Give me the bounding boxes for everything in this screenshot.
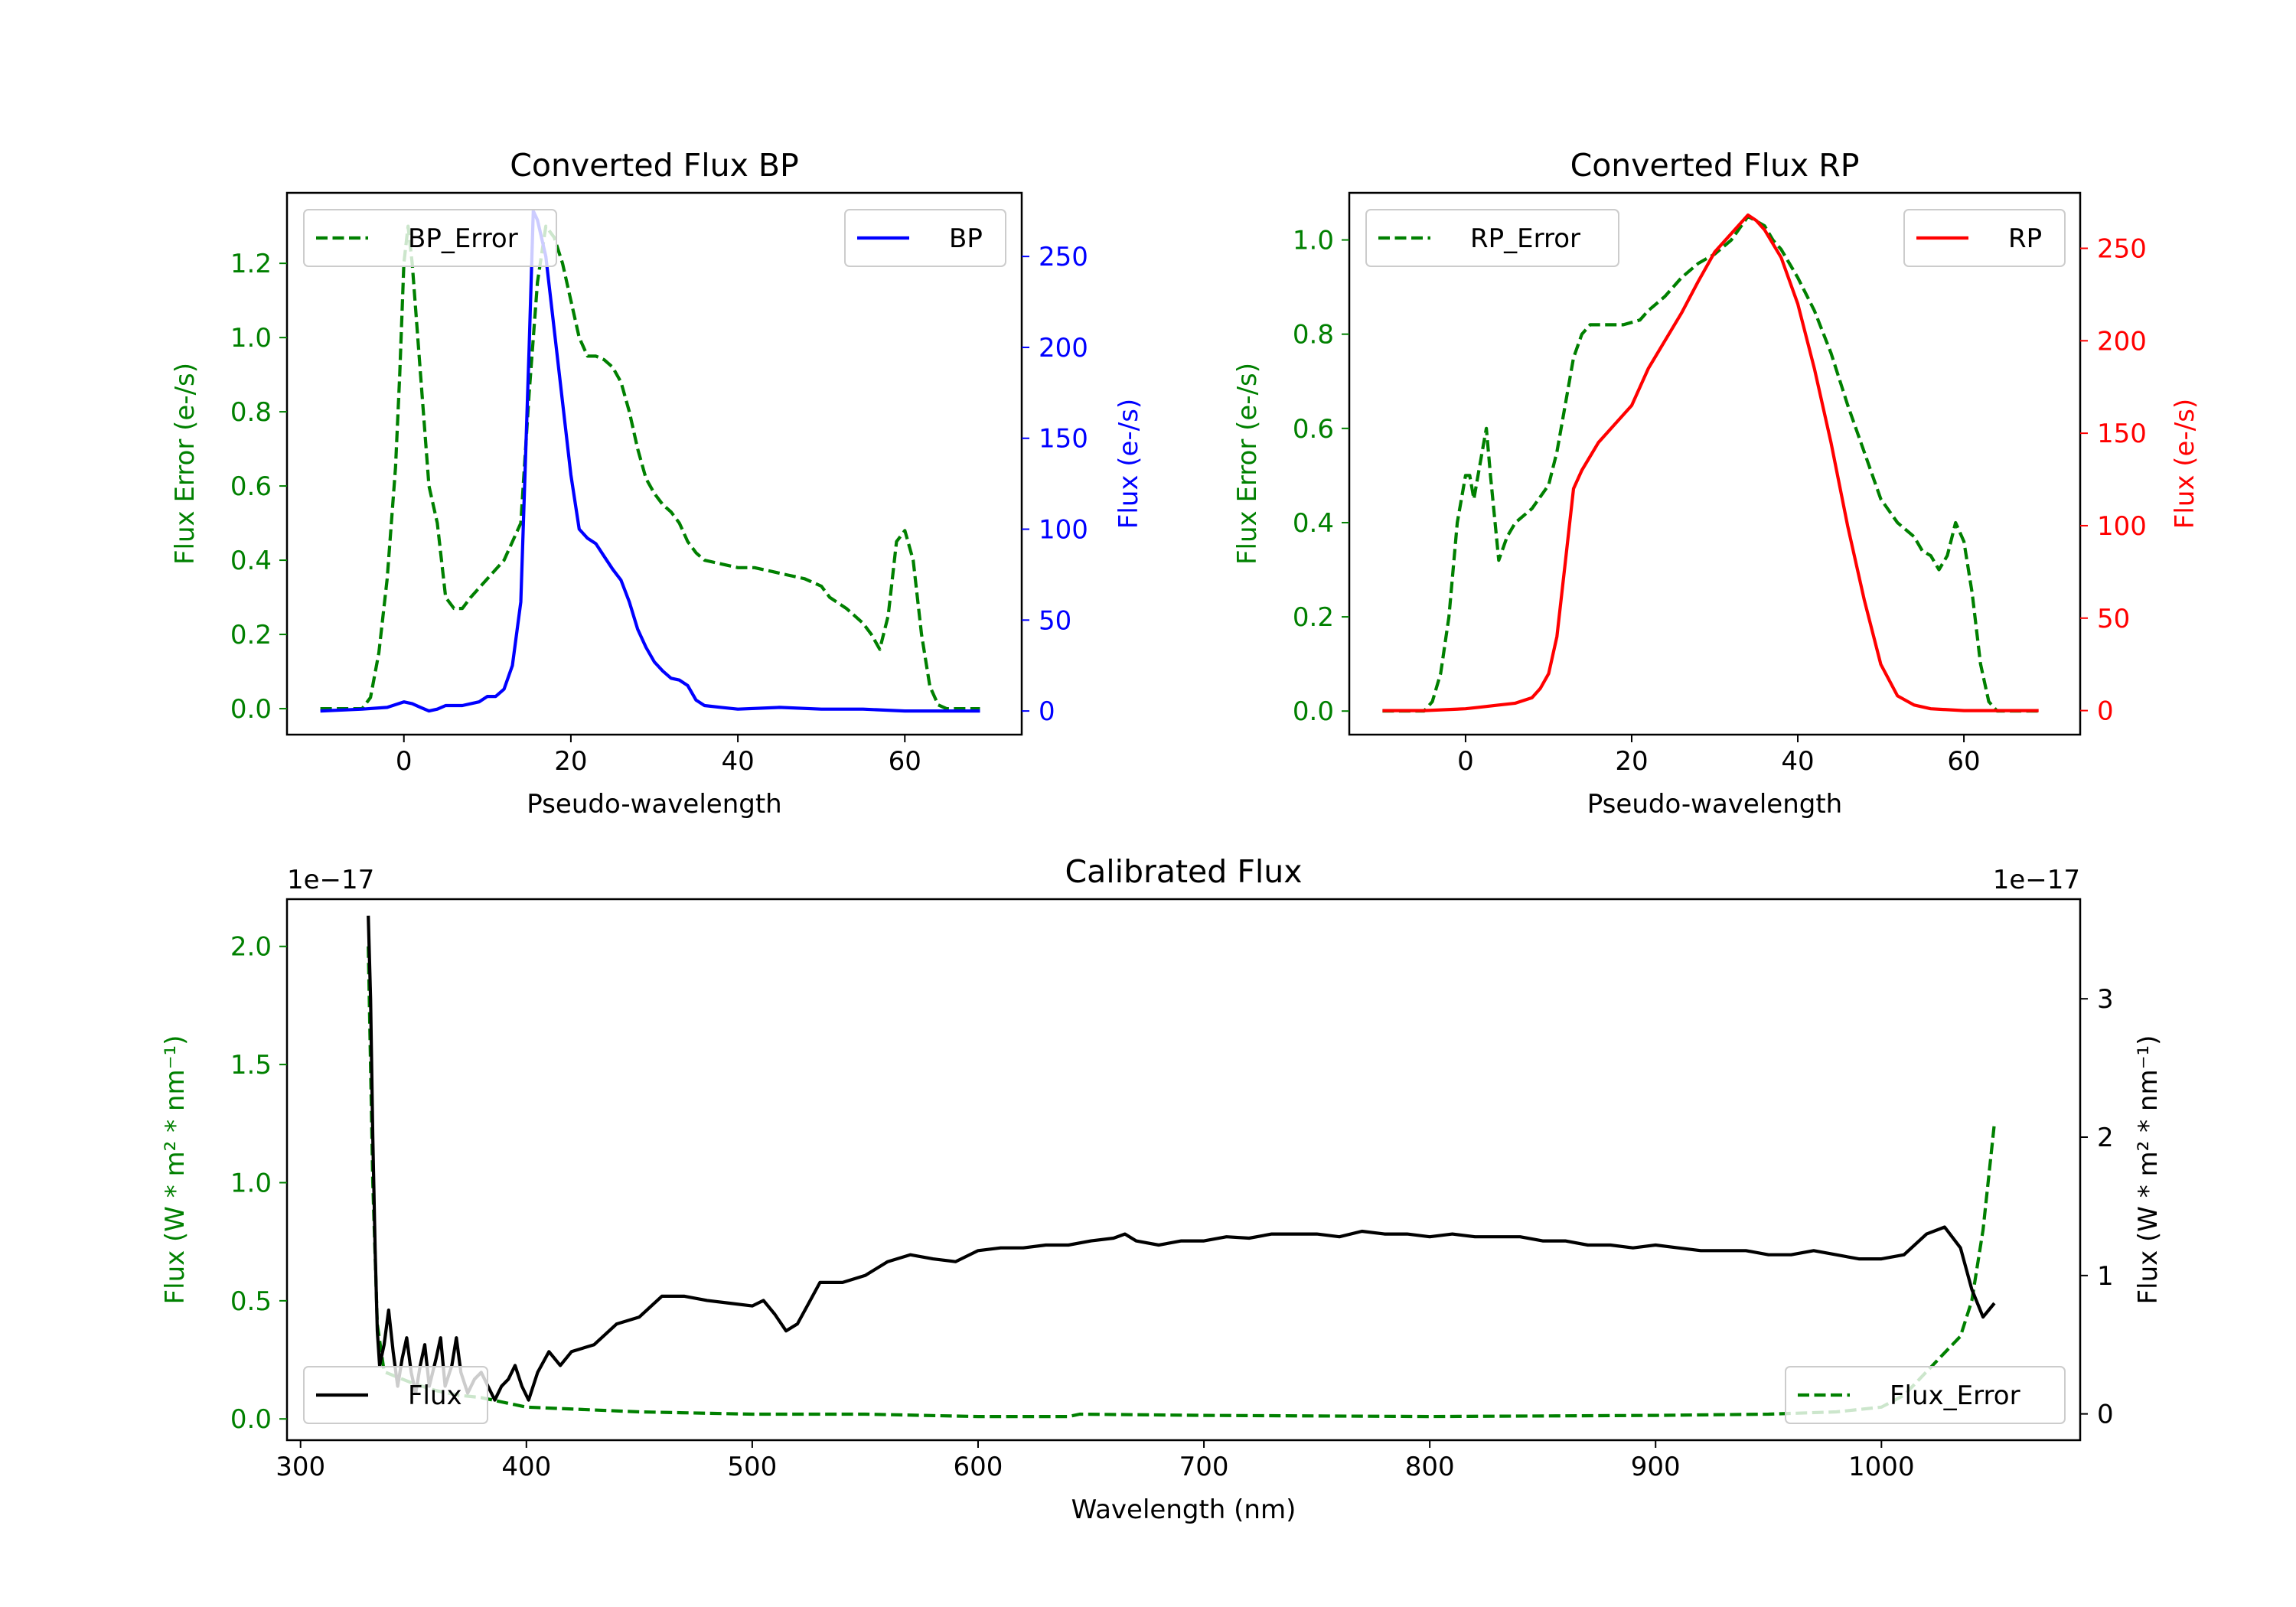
y-right-tick-label: 0 (2097, 696, 2114, 727)
y-right-tick-label: 100 (2097, 511, 2147, 542)
plot-frame (285, 898, 2082, 1442)
y-right-tick-label: 150 (2097, 419, 2147, 449)
plot-frame (1348, 191, 2082, 736)
x-tick-label: 60 (1947, 746, 1980, 777)
x-tick-label: 40 (721, 746, 754, 777)
y-left-tick-label: 0.2 (1293, 602, 1334, 633)
x-tick-label: 600 (954, 1452, 1003, 1482)
y-left-tick-label: 1.0 (1293, 226, 1334, 256)
x-tick-label: 40 (1781, 746, 1814, 777)
y-right-tick-label: 150 (1039, 424, 1088, 455)
legend-left: Flux (303, 1366, 488, 1424)
x-tick-label: 300 (276, 1452, 325, 1482)
y-left-offset-text: 1e−17 (287, 865, 374, 895)
y-right-tick-label: 0 (2097, 1400, 2114, 1430)
y-right-tick-label: 250 (2097, 233, 2147, 264)
y-left-tick-label: 0.0 (230, 1404, 272, 1435)
x-tick-label: 20 (1615, 746, 1648, 777)
y-left-axis-label: Flux Error (e-/s) (170, 363, 201, 565)
chart-converted-flux-rp: 0 20 40 60 0.0 0.2 0.4 0.6 0.8 1.0 0 50 100 150 200 250… (1232, 147, 2200, 820)
legend-label: RP_Error (1470, 223, 1580, 254)
legend-label: BP (949, 223, 983, 254)
chart-converted-flux-bp: 0 20 40 60 0.0 0.2 0.4 0.6 0.8 1.0 1.2 0 50 100 150 200… (170, 147, 1144, 820)
legend-left: BP_Error (303, 209, 557, 267)
y-right-axis-label: Flux (e-/s) (1114, 399, 1144, 529)
x-axis-label: Wavelength (nm) (1071, 1495, 1296, 1525)
y-left-tick-label: 0.5 (230, 1286, 272, 1317)
chart-calibrated-flux: 300 400 500 600 700 800 900 1000 0.0 0.5 1.0 1.5 2.0… (160, 853, 2164, 1525)
y-right-tick-label: 3 (2097, 984, 2114, 1015)
y-left-tick-label: 0.2 (230, 620, 272, 650)
x-tick-label: 900 (1631, 1452, 1681, 1482)
series-line-rp (1382, 213, 2039, 712)
x-tick-label: 0 (396, 746, 413, 777)
x-tick-label: 700 (1179, 1452, 1229, 1482)
y-left-tick-label: 2.0 (230, 932, 272, 963)
x-tick-label: 500 (727, 1452, 777, 1482)
y-right-tick-label: 50 (1039, 605, 1071, 636)
legend-frame (303, 209, 557, 267)
series-line-bp (320, 209, 980, 713)
y-left-tick-label: 1.0 (230, 323, 272, 354)
y-left-tick-label: 0.0 (1293, 696, 1334, 727)
y-left-tick-label: 0.4 (1293, 508, 1334, 539)
x-tick-label: 1000 (1848, 1452, 1915, 1482)
x-tick-label: 400 (501, 1452, 551, 1482)
x-axis-label: Pseudo-wavelength (1587, 789, 1842, 820)
y-right-tick-label: 100 (1039, 515, 1088, 546)
chart-title: Converted Flux BP (510, 147, 799, 184)
y-left-axis-label: Flux Error (e-/s) (1232, 363, 1263, 565)
y-left-axis-label: Flux (W * m² * nm⁻¹) (160, 1035, 191, 1305)
legend-left: RP_Error (1365, 209, 1619, 267)
x-tick-label: 0 (1457, 746, 1474, 777)
x-axis-label: Pseudo-wavelength (527, 789, 781, 820)
legend-frame (303, 1366, 488, 1424)
legend-right: BP (844, 209, 1006, 267)
y-left-tick-label: 0.0 (230, 694, 272, 725)
y-left-tick-label: 0.6 (230, 471, 272, 502)
y-right-tick-label: 200 (2097, 326, 2147, 357)
y-right-tick-label: 50 (2097, 604, 2130, 634)
y-right-tick-label: 1 (2097, 1261, 2114, 1292)
y-right-tick-label: 250 (1039, 242, 1088, 272)
legend-right: RP (1903, 209, 2066, 267)
plot-frame (285, 191, 1023, 736)
x-tick-label: 800 (1405, 1452, 1455, 1482)
y-right-tick-label: 0 (1039, 696, 1055, 727)
legend-frame (1785, 1366, 2066, 1424)
legend-frame (1903, 209, 2066, 267)
legend-label: RP (2008, 223, 2042, 254)
y-left-tick-label: 0.6 (1293, 414, 1334, 445)
x-tick-label: 60 (889, 746, 921, 777)
legend-label: Flux (408, 1380, 462, 1411)
x-tick-label: 20 (554, 746, 587, 777)
y-left-tick-label: 1.2 (230, 249, 272, 279)
legend-frame (1365, 209, 1619, 267)
y-left-tick-label: 0.8 (230, 397, 272, 428)
legend-label: BP_Error (408, 223, 518, 254)
legend-frame (844, 209, 1006, 267)
chart-title: Calibrated Flux (1065, 853, 1302, 890)
legend-right: Flux_Error (1785, 1366, 2066, 1424)
y-left-tick-label: 1.0 (230, 1168, 272, 1198)
y-right-axis-label: Flux (W * m² * nm⁻¹) (2133, 1035, 2164, 1305)
y-right-axis-label: Flux (e-/s) (2170, 399, 2200, 529)
y-right-tick-label: 2 (2097, 1123, 2114, 1153)
y-left-tick-label: 1.5 (230, 1050, 272, 1081)
y-right-offset-text: 1e−17 (1993, 865, 2080, 895)
series-line-bp-error (320, 224, 980, 711)
series-line-rp-error (1382, 214, 2039, 713)
y-left-tick-label: 0.4 (230, 546, 272, 576)
y-right-tick-label: 200 (1039, 333, 1088, 363)
y-left-tick-label: 0.8 (1293, 320, 1334, 350)
chart-title: Converted Flux RP (1570, 147, 1860, 184)
legend-label: Flux_Error (1890, 1380, 2020, 1411)
series-line-flux (367, 915, 1996, 1402)
